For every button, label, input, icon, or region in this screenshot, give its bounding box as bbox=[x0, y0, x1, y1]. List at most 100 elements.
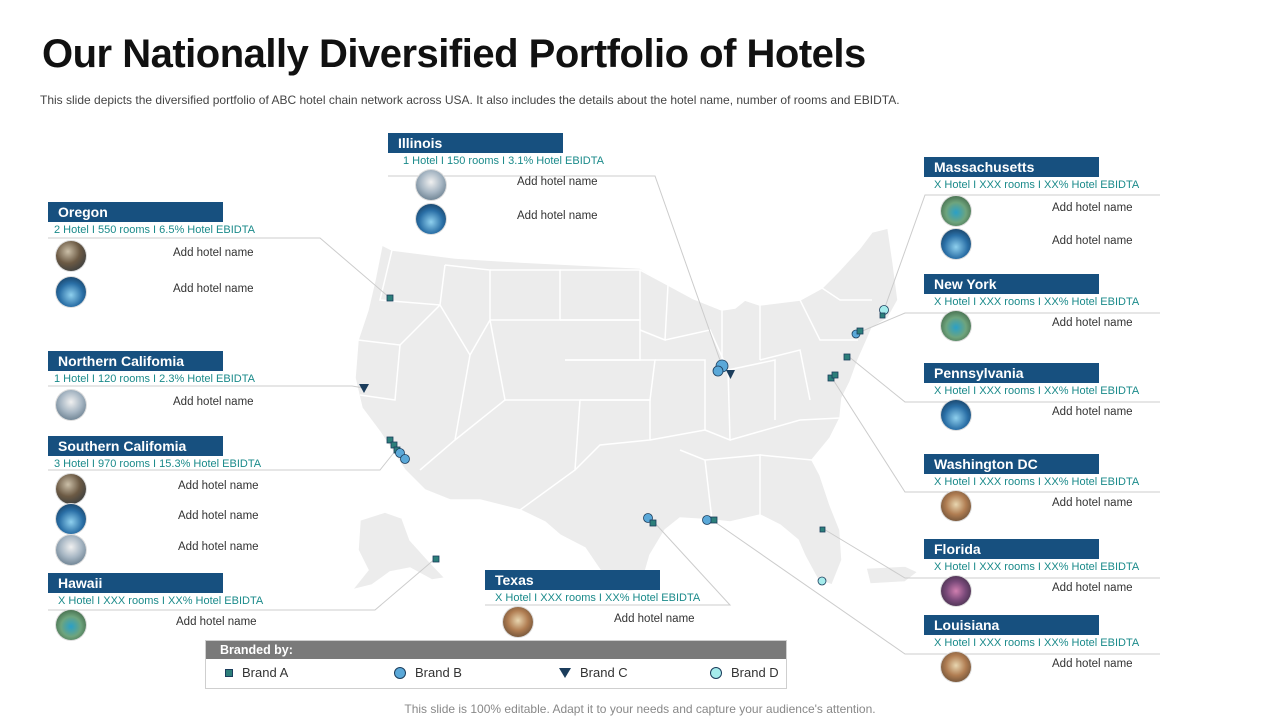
region-name: Massachusetts bbox=[924, 157, 1099, 177]
region-name: Northern Califomia bbox=[48, 351, 223, 371]
hotel-entry: Add hotel name bbox=[48, 238, 293, 271]
region-louisiana: Louisiana X Hotel I XXX rooms I XX% Hote… bbox=[924, 615, 1169, 682]
region-name: Washington DC bbox=[924, 454, 1099, 474]
island-land bbox=[865, 565, 920, 585]
hotel-photo bbox=[941, 196, 971, 226]
region-name: Hawaii bbox=[48, 573, 223, 593]
marker-brand-c bbox=[726, 370, 735, 379]
hotel-entry: Add hotel name bbox=[924, 397, 1169, 430]
hotel-name: Add hotel name bbox=[178, 480, 259, 492]
legend-item-brand-a: Brand A bbox=[224, 665, 288, 680]
region-stats: X Hotel I XXX rooms I XX% Hotel EBIDTA bbox=[934, 179, 1140, 191]
legend-label: Brand B bbox=[415, 665, 462, 680]
square-marker-icon bbox=[225, 668, 233, 677]
hotel-photo bbox=[416, 170, 446, 200]
state-borders bbox=[357, 249, 872, 521]
marker-brand-a bbox=[710, 516, 718, 524]
marker-brand-a bbox=[856, 327, 864, 335]
hotel-entry: Add hotel name bbox=[48, 387, 293, 420]
region-florida: Florida X Hotel I XXX rooms I XX% Hotel … bbox=[924, 539, 1169, 606]
hotel-markers bbox=[359, 294, 889, 586]
hotel-entry: Add hotel name bbox=[48, 607, 293, 640]
hotel-photo bbox=[56, 535, 86, 565]
marker-brand-a bbox=[432, 555, 440, 563]
region-name: Oregon bbox=[48, 202, 223, 222]
hotel-name: Add hotel name bbox=[173, 283, 254, 295]
region-illinois: Illinois 1 Hotel I 150 rooms I 3.1% Hote… bbox=[388, 133, 633, 234]
region-stats: 3 Hotel I 970 rooms I 15.3% Hotel EBIDTA bbox=[54, 458, 262, 470]
hotel-photo bbox=[56, 474, 86, 504]
region-southern-california: Southern Califomia 3 Hotel I 970 rooms I… bbox=[48, 436, 293, 565]
hotel-name: Add hotel name bbox=[173, 247, 254, 259]
region-name: Southern Califomia bbox=[48, 436, 223, 456]
hotel-photo bbox=[56, 277, 86, 307]
hotel-name: Add hotel name bbox=[614, 613, 695, 625]
legend-item-brand-b: Brand B bbox=[393, 665, 462, 680]
hotel-name: Add hotel name bbox=[176, 616, 257, 628]
region-name: Florida bbox=[924, 539, 1099, 559]
connector-lines bbox=[48, 175, 1160, 655]
legend-label: Brand C bbox=[580, 665, 628, 680]
hotel-entry: Add hotel name bbox=[485, 604, 730, 637]
region-washington-dc: Washington DC X Hotel I XXX rooms I XX% … bbox=[924, 454, 1169, 521]
region-northern-california: Northern Califomia 1 Hotel I 120 rooms I… bbox=[48, 351, 293, 420]
hotel-photo bbox=[941, 400, 971, 430]
hotel-entry: Add hotel name bbox=[48, 274, 293, 307]
region-stats: X Hotel I XXX rooms I XX% Hotel EBIDTA bbox=[934, 476, 1140, 488]
usa-land bbox=[354, 227, 899, 593]
marker-brand-a bbox=[819, 526, 826, 533]
region-pennsylvania: Pennsylvania X Hotel I XXX rooms I XX% H… bbox=[924, 363, 1169, 430]
hotel-photo bbox=[941, 311, 971, 341]
hotel-entry: Add hotel name bbox=[48, 532, 293, 565]
region-stats: X Hotel I XXX rooms I XX% Hotel EBIDTA bbox=[934, 561, 1140, 573]
footer-note: This slide is 100% editable. Adapt it to… bbox=[404, 702, 876, 716]
hotel-name: Add hotel name bbox=[1052, 406, 1133, 418]
marker-brand-a bbox=[843, 353, 851, 361]
region-massachusetts: Massachusetts X Hotel I XXX rooms I XX% … bbox=[924, 157, 1169, 259]
hotel-name: Add hotel name bbox=[178, 541, 259, 553]
hotel-entry: Add hotel name bbox=[924, 193, 1169, 226]
hotel-name: Add hotel name bbox=[1052, 317, 1133, 329]
hotel-photo bbox=[941, 229, 971, 259]
marker-brand-b bbox=[702, 515, 712, 525]
region-name: Pennsylvania bbox=[924, 363, 1099, 383]
circle-marker-icon bbox=[394, 666, 406, 679]
hotel-name: Add hotel name bbox=[1052, 202, 1133, 214]
region-name: Texas bbox=[485, 570, 660, 590]
hotel-photo bbox=[56, 390, 86, 420]
alaska-land bbox=[350, 511, 447, 592]
hotel-entry: Add hotel name bbox=[924, 308, 1169, 341]
hotel-photo bbox=[416, 204, 446, 234]
hotel-entry: Add hotel name bbox=[924, 226, 1169, 259]
hotel-photo bbox=[941, 652, 971, 682]
region-name: Louisiana bbox=[924, 615, 1099, 635]
marker-brand-b bbox=[712, 365, 724, 377]
hotel-photo bbox=[56, 241, 86, 271]
marker-brand-a bbox=[649, 519, 657, 527]
hotel-photo bbox=[941, 491, 971, 521]
hotel-entry: Add hotel name bbox=[48, 471, 293, 504]
region-stats: X Hotel I XXX rooms I XX% Hotel EBIDTA bbox=[495, 592, 701, 604]
legend-label: Brand A bbox=[242, 665, 289, 680]
marker-brand-a bbox=[831, 371, 839, 379]
region-name: New York bbox=[924, 274, 1099, 294]
legend-label: Brand D bbox=[731, 665, 779, 680]
hotel-name: Add hotel name bbox=[1052, 658, 1133, 670]
marker-brand-d bbox=[817, 576, 827, 586]
region-texas: Texas X Hotel I XXX rooms I XX% Hotel EB… bbox=[485, 570, 730, 637]
hotel-name: Add hotel name bbox=[1052, 497, 1133, 509]
region-stats: 2 Hotel I 550 rooms I 6.5% Hotel EBIDTA bbox=[54, 224, 255, 236]
region-oregon: Oregon 2 Hotel I 550 rooms I 6.5% Hotel … bbox=[48, 202, 293, 307]
hotel-name: Add hotel name bbox=[178, 510, 259, 522]
legend-item-brand-c: Brand C bbox=[558, 665, 628, 680]
region-stats: 1 Hotel I 150 rooms I 3.1% Hotel EBIDTA bbox=[403, 155, 604, 167]
region-stats: X Hotel I XXX rooms I XX% Hotel EBIDTA bbox=[934, 296, 1140, 308]
marker-brand-b bbox=[400, 454, 410, 464]
page-subtitle: This slide depicts the diversified portf… bbox=[40, 93, 900, 107]
hotel-entry: Add hotel name bbox=[924, 573, 1169, 606]
region-stats: 1 Hotel I 120 rooms I 2.3% Hotel EBIDTA bbox=[54, 373, 255, 385]
hotel-name: Add hotel name bbox=[517, 210, 598, 222]
region-new-york: New York X Hotel I XXX rooms I XX% Hotel… bbox=[924, 274, 1169, 341]
region-hawaii: Hawaii X Hotel I XXX rooms I XX% Hotel E… bbox=[48, 573, 293, 640]
